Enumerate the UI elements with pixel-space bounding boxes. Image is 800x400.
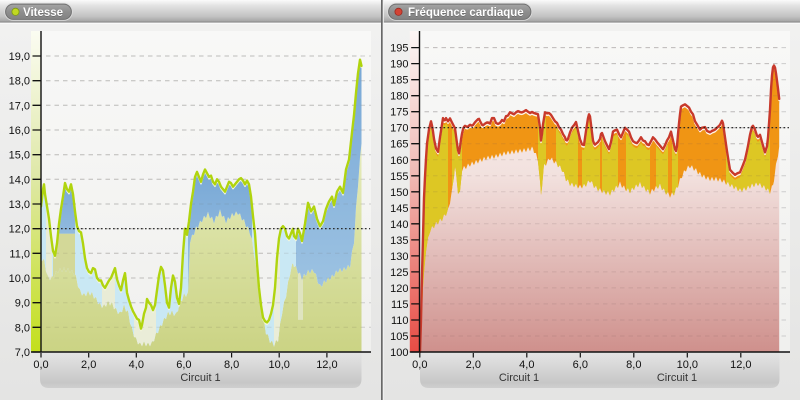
svg-text:170: 170 [390, 123, 408, 135]
svg-text:135: 135 [390, 235, 408, 247]
svg-text:115: 115 [391, 299, 409, 311]
svg-text:120: 120 [390, 283, 408, 295]
svg-text:7,0: 7,0 [15, 347, 30, 359]
svg-text:100: 100 [390, 347, 408, 359]
svg-text:Circuit 1: Circuit 1 [657, 372, 697, 384]
svg-text:12,0: 12,0 [9, 224, 30, 236]
svg-text:12,0: 12,0 [730, 359, 751, 371]
svg-text:Fréquence cardiaque: Fréquence cardiaque [408, 7, 524, 19]
svg-text:130: 130 [390, 251, 408, 263]
svg-text:11,0: 11,0 [9, 248, 30, 260]
svg-text:16,0: 16,0 [9, 125, 30, 137]
svg-text:185: 185 [390, 75, 408, 87]
svg-text:195: 195 [390, 43, 408, 55]
svg-text:110: 110 [391, 315, 409, 327]
svg-text:105: 105 [390, 331, 408, 343]
svg-text:4,0: 4,0 [519, 359, 534, 371]
svg-text:9,0: 9,0 [15, 298, 30, 310]
svg-text:160: 160 [390, 155, 408, 167]
svg-text:10,0: 10,0 [677, 359, 698, 371]
svg-text:165: 165 [390, 139, 408, 151]
svg-text:17,0: 17,0 [9, 100, 30, 112]
svg-text:2,0: 2,0 [81, 359, 96, 371]
svg-text:0,0: 0,0 [412, 359, 427, 371]
svg-text:175: 175 [390, 107, 408, 119]
svg-text:10,0: 10,0 [268, 359, 289, 371]
svg-text:Circuit 1: Circuit 1 [499, 372, 539, 384]
svg-text:8,0: 8,0 [626, 359, 641, 371]
svg-text:190: 190 [390, 59, 408, 71]
svg-text:8,0: 8,0 [15, 322, 30, 334]
svg-text:13,0: 13,0 [9, 199, 30, 211]
svg-text:125: 125 [390, 267, 408, 279]
svg-text:4,0: 4,0 [129, 359, 144, 371]
svg-text:18,0: 18,0 [9, 76, 30, 88]
svg-text:15,0: 15,0 [9, 150, 30, 162]
svg-text:19,0: 19,0 [9, 51, 30, 63]
svg-text:8,0: 8,0 [224, 359, 239, 371]
svg-text:12,0: 12,0 [316, 359, 337, 371]
svg-text:140: 140 [390, 219, 408, 231]
svg-text:0,0: 0,0 [33, 359, 48, 371]
svg-text:6,0: 6,0 [573, 359, 588, 371]
svg-text:2,0: 2,0 [466, 359, 481, 371]
svg-text:14,0: 14,0 [9, 174, 30, 186]
svg-text:10,0: 10,0 [9, 273, 30, 285]
svg-text:Fréquence cardiaque: Fréquence cardiaque [408, 8, 524, 20]
svg-text:6,0: 6,0 [176, 359, 191, 371]
svg-text:Circuit 1: Circuit 1 [180, 372, 220, 384]
svg-text:150: 150 [390, 187, 408, 199]
svg-text:Vitesse: Vitesse [23, 8, 63, 20]
svg-text:Vitesse: Vitesse [23, 7, 63, 19]
svg-text:155: 155 [390, 171, 408, 183]
svg-text:145: 145 [390, 203, 408, 215]
svg-text:180: 180 [390, 91, 408, 103]
